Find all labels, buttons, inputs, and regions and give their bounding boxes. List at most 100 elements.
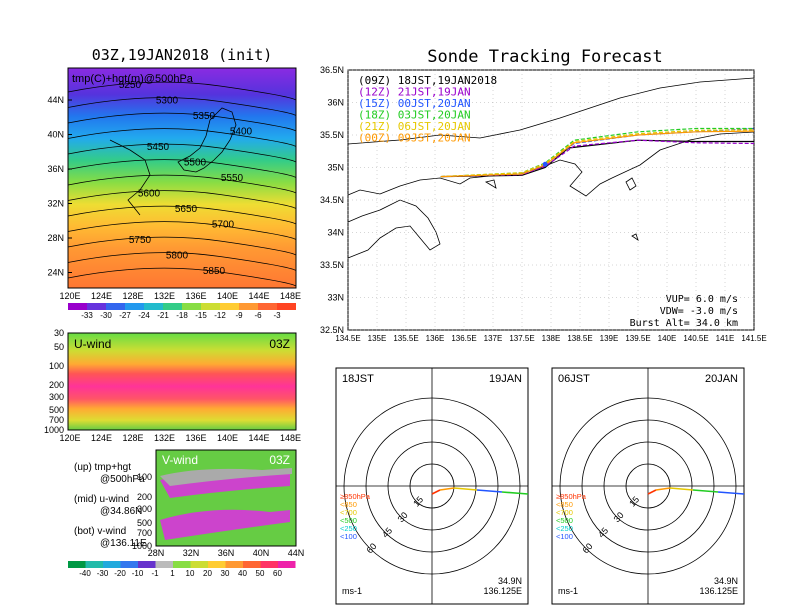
launch-legend-entry: (09Z) 18JST,19JAN2018 [358, 74, 497, 87]
polar-ring-label: 30 [612, 510, 626, 524]
polar-hodograph-segment [431, 489, 441, 495]
height-contour [67, 128, 297, 147]
vwind-lat-axis: 28N 32N 36N 40N 44N [148, 548, 305, 558]
burst-readout: Burst Alt= 34.0 km [630, 318, 738, 329]
map500-lon-axis: 120E 124E 128E 132E 136E 140E 144E 148E [59, 291, 301, 301]
map500-lat-axis: 44N 40N 36N 32N 28N 24N [47, 95, 72, 278]
legend-mid-level: @34.86N [100, 506, 142, 517]
lat-tick-label: 35.5N [320, 130, 344, 140]
colorbar-swatch [120, 561, 138, 568]
colorbar-label: -21 [157, 311, 169, 320]
lon-tick-label: 139.5E [625, 334, 650, 343]
polar-ring-label: 60 [580, 541, 594, 555]
polar-hodograph-segment [453, 487, 478, 491]
colorbar-label: 60 [273, 569, 282, 578]
height-contour [67, 97, 297, 116]
colorbar-swatch [103, 561, 121, 568]
lon-tick-label: 124E [91, 433, 112, 443]
uwind-field [68, 333, 296, 430]
colorbar-label: 10 [186, 569, 195, 578]
lat-tick-label: 24N [47, 268, 64, 278]
lon-tick-label: 134.5E [335, 334, 360, 343]
contour-label: 5600 [138, 189, 161, 200]
polar-hodograph-segment [501, 491, 529, 495]
pressure-legend-entry: <500 [340, 516, 357, 525]
colorbar-label: -30 [100, 311, 112, 320]
colorbar-swatch [278, 561, 296, 568]
pressure-legend-entry: <700 [340, 508, 357, 517]
pressure-legend-entry: <850 [556, 500, 573, 509]
colorbar-swatch [208, 561, 226, 568]
height-contour [67, 81, 297, 101]
vwind-near-zero [160, 468, 292, 486]
lat-tick-label: 34N [327, 228, 344, 238]
lon-tick-label: 137.5E [509, 334, 534, 343]
pressure-legend-entry: <100 [556, 532, 573, 541]
colorbar-swatch [258, 303, 277, 310]
colorbar-swatch [85, 561, 103, 568]
vwind-panel: V-wind 03Z [155, 449, 297, 547]
vwind-frame [155, 449, 297, 547]
colorbar-label: 50 [256, 569, 265, 578]
lat-tick-label: 36N [218, 548, 235, 558]
pressure-tick-label: 300 [137, 504, 152, 514]
colorbar-swatch [68, 303, 87, 310]
colorbar-label: -27 [119, 311, 131, 320]
pressure-tick-label: 50 [54, 342, 64, 352]
colorbar-label: 20 [203, 569, 212, 578]
colorbar-swatch [260, 561, 278, 568]
colorbar-label: -40 [79, 569, 91, 578]
polar-hodograph-segment [669, 487, 694, 491]
contour-label: 5550 [221, 173, 244, 184]
pressure-tick-label: 200 [137, 492, 152, 502]
map500-frame [67, 67, 297, 289]
lon-tick-label: 140E [658, 334, 677, 343]
height-contour [67, 112, 297, 132]
lon-tick-label: 128E [122, 291, 143, 301]
polar-lat: 34.9N [498, 576, 522, 586]
legend-up: (up) tmp+hgt [74, 462, 131, 473]
polar-time: 18JST [342, 373, 374, 385]
launch-legend-entry: (12Z) 21JST,19JAN [358, 86, 471, 99]
launch-legend-entry: (21Z) 06JST,20JAN [358, 120, 471, 133]
polar-ring-label: 15 [627, 494, 641, 508]
colorbar-label: -20 [114, 569, 126, 578]
map500-field [68, 68, 296, 288]
polar-ring-label: 15 [411, 494, 425, 508]
polar-date: 20JAN [705, 373, 738, 385]
pressure-tick-label: 200 [49, 380, 64, 390]
map500-title: 03Z,19JAN2018 (init) [92, 46, 273, 64]
japan-outline-small [177, 107, 237, 173]
colorbar-swatch [125, 303, 144, 310]
lat-tick-label: 36N [47, 164, 64, 174]
coastline-small [109, 139, 151, 216]
lon-tick-label: 128E [122, 433, 143, 443]
colorbar-label: -15 [195, 311, 207, 320]
colorbar-swatch [87, 303, 106, 310]
lat-tick-label: 40N [47, 130, 64, 140]
lon-tick-label: 132E [154, 291, 175, 301]
pressure-legend-entry: <100 [340, 532, 357, 541]
polar-lat: 34.9N [714, 576, 738, 586]
colorbar-label: 40 [238, 569, 247, 578]
vwind-negative-band2 [160, 509, 290, 540]
islands [484, 177, 639, 241]
uwind-frame [67, 332, 297, 431]
height-contour [67, 221, 297, 240]
polar-unit: ms-1 [558, 586, 578, 596]
polar-ring-label: 30 [396, 510, 410, 524]
vwind-time: 03Z [269, 453, 290, 467]
colorbar-swatch [155, 561, 173, 568]
lat-tick-label: 36.5N [320, 65, 344, 75]
colorbar-swatch [173, 561, 191, 568]
polar-time: 06JST [558, 373, 590, 385]
uwind-panel: U-wind 03Z [67, 332, 297, 431]
colorbar-swatch [201, 303, 220, 310]
colorbar-label: -18 [176, 311, 188, 320]
lon-tick-label: 148E [280, 433, 301, 443]
lon-tick-label: 141.5E [741, 334, 766, 343]
lon-tick-label: 140E [217, 433, 238, 443]
